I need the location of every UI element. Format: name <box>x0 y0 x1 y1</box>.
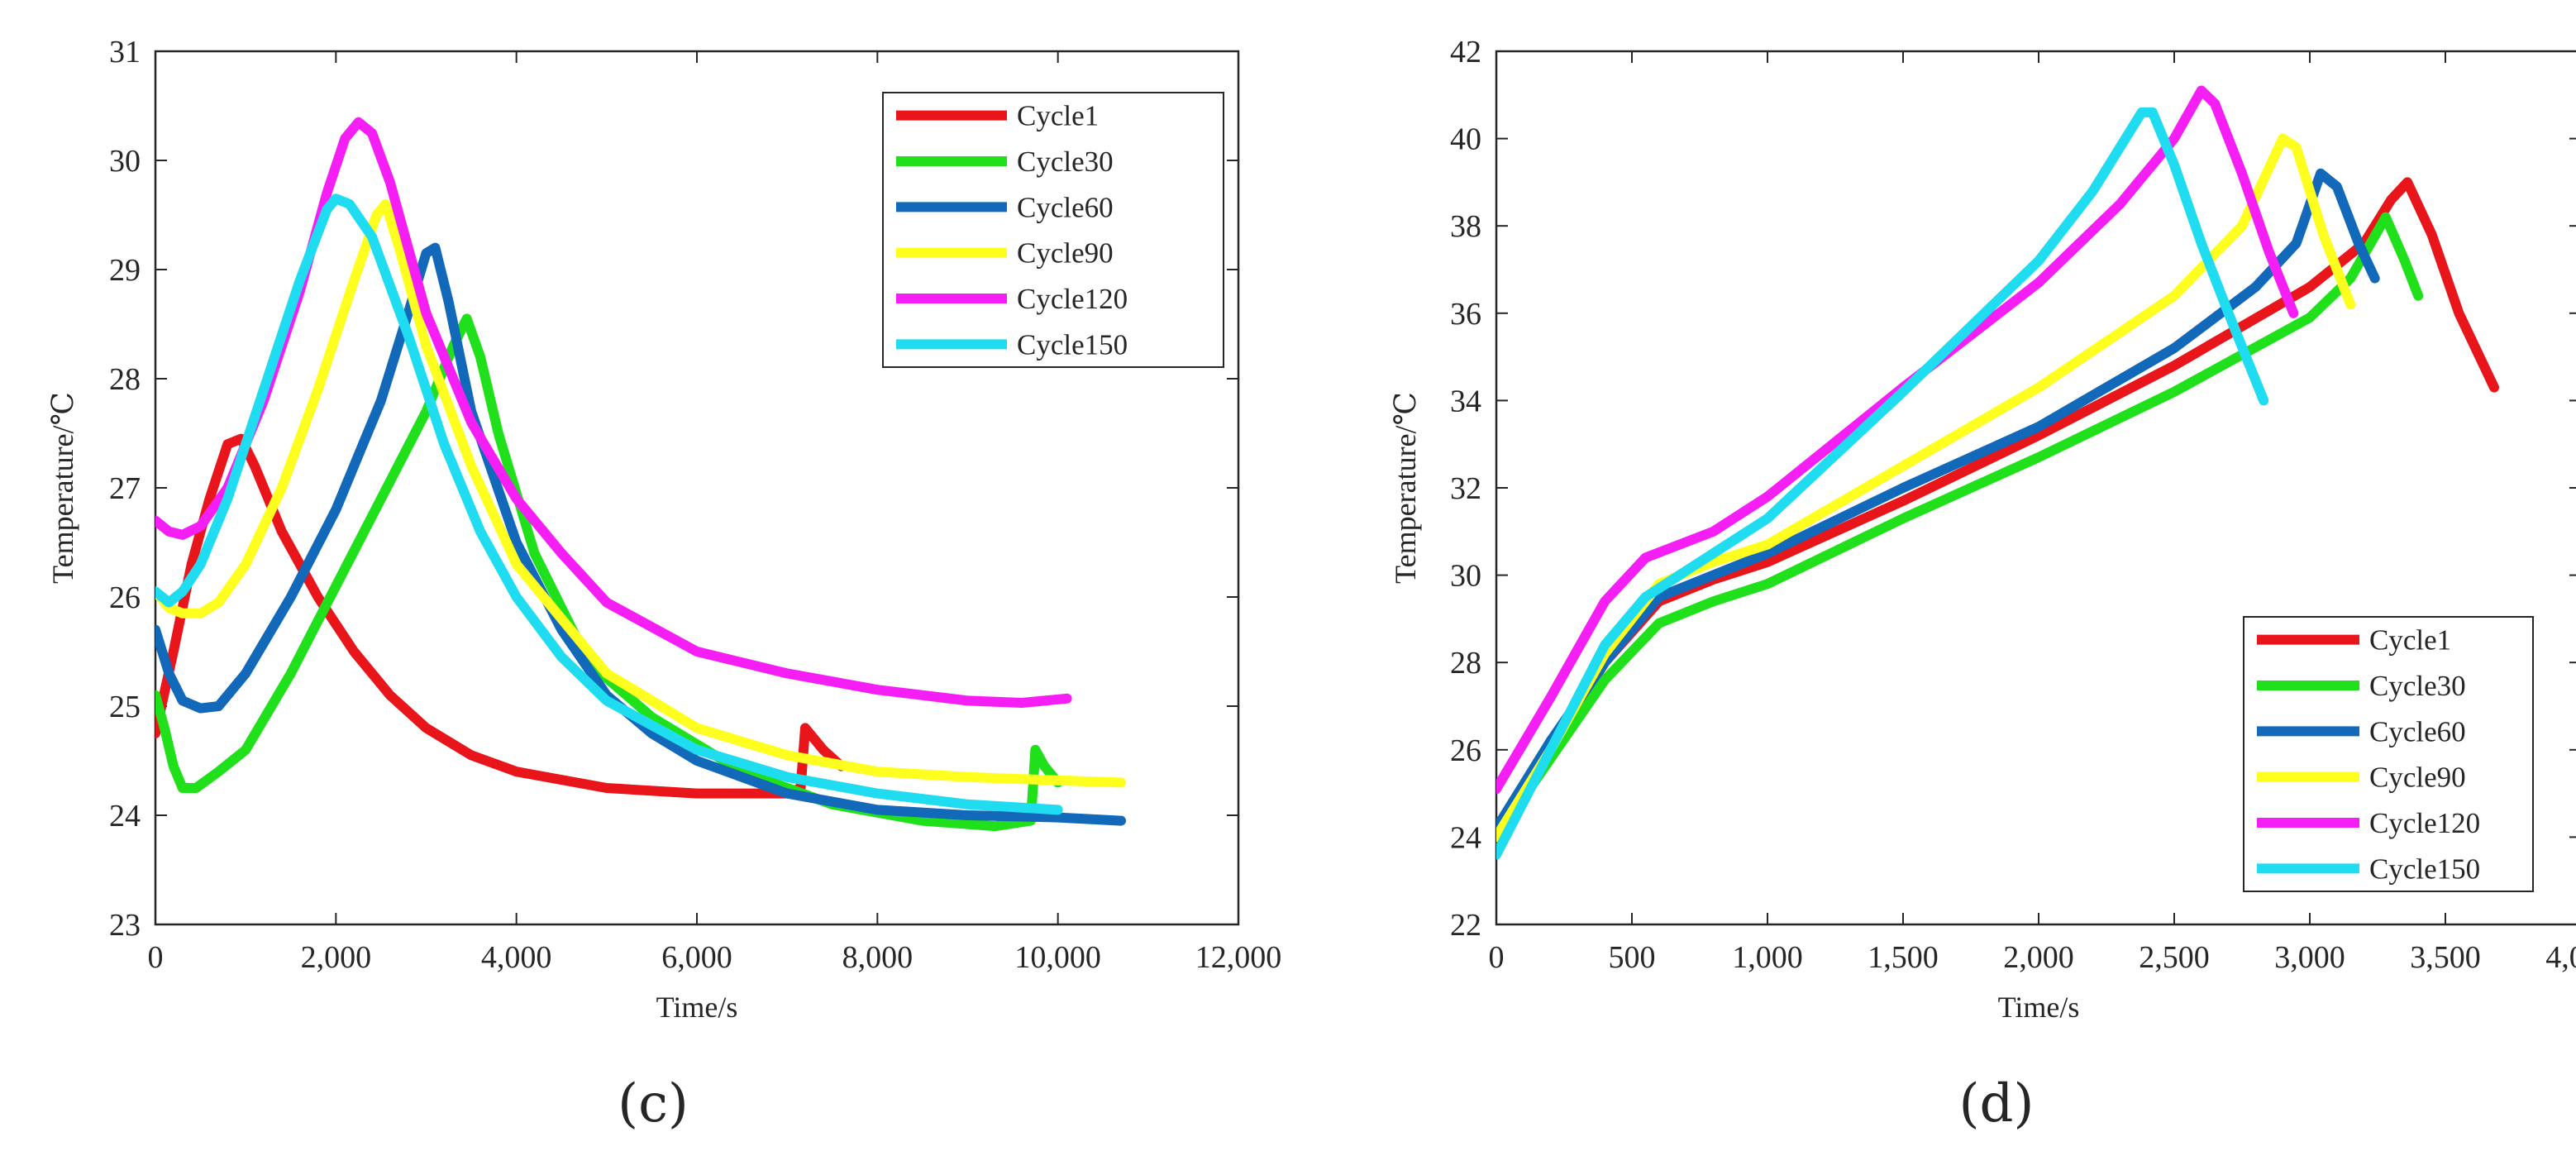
x-tick-label: 2,000 <box>2003 940 2074 975</box>
panel-label: (d) <box>1959 1073 2035 1134</box>
x-tick-label: 2,500 <box>2139 940 2210 975</box>
y-tick-label: 22 <box>1450 908 1481 943</box>
x-tick-label: 4,000 <box>481 940 552 975</box>
series-line-cycle150 <box>155 193 1063 815</box>
y-tick-label: 30 <box>1450 559 1481 594</box>
legend-label: Cycle60 <box>1017 191 1114 223</box>
y-tick-label: 38 <box>1450 209 1481 244</box>
y-tick-label: 28 <box>1450 646 1481 681</box>
x-tick-label: 4,000 <box>2545 940 2576 975</box>
series-line-cycle60 <box>155 242 1127 826</box>
legend-box <box>882 92 1224 368</box>
x-tick-label: 8,000 <box>842 940 914 975</box>
series-line-cycle60 <box>1496 168 2380 833</box>
series-line-cycle30 <box>155 313 1063 832</box>
x-axis-label: Time/s <box>1998 991 2080 1024</box>
x-axis-label: Time/s <box>656 991 738 1024</box>
series-line-cycle150 <box>1496 107 2269 860</box>
x-tick-label: 3,000 <box>2274 940 2345 975</box>
chart-panel-c: 0 2,000 4,000 6,000 8,000 10,000 12,000 23 24 25 2… <box>46 35 1281 1134</box>
x-tick-label: 0 <box>148 940 164 975</box>
y-tick-label: 28 <box>109 362 141 397</box>
panel-label: (c) <box>618 1073 689 1134</box>
y-axis-label: Temperature/℃ <box>46 392 79 584</box>
x-tick-label: 1,500 <box>1868 940 1939 975</box>
legend-label: Cycle30 <box>2369 670 2466 702</box>
y-tick-label: 40 <box>1450 122 1481 157</box>
x-tick-label: 12,000 <box>1195 940 1282 975</box>
y-tick-label: 26 <box>1450 733 1481 768</box>
x-tick-label: 2,000 <box>301 940 372 975</box>
y-tick-label: 24 <box>1450 820 1481 855</box>
legend-label: Cycle60 <box>2369 715 2466 747</box>
legend-label: Cycle1 <box>2369 624 2451 657</box>
series-line-cycle120 <box>155 117 1072 708</box>
legend-box <box>2243 616 2534 892</box>
legend-label: Cycle150 <box>1017 328 1128 361</box>
y-tick-label: 34 <box>1450 384 1481 418</box>
series-line-cycle90 <box>155 198 1127 788</box>
legend-label: Cycle90 <box>2369 762 2466 794</box>
legend-label: Cycle150 <box>2369 853 2480 885</box>
x-tick-label: 1,000 <box>1732 940 1803 975</box>
legend-label: Cycle90 <box>1017 237 1114 270</box>
y-tick-label: 36 <box>1450 297 1481 332</box>
x-tick-label: 0 <box>1489 940 1505 975</box>
series-line-cycle90 <box>1496 133 2356 843</box>
y-tick-label: 26 <box>109 580 141 615</box>
y-tick-label: 31 <box>109 35 141 69</box>
legend-label: Cycle120 <box>2369 807 2480 839</box>
y-tick-label: 30 <box>109 144 141 179</box>
x-tick-label: 500 <box>1609 940 1656 975</box>
y-tick-label: 42 <box>1450 35 1481 69</box>
y-tick-label: 25 <box>109 690 141 724</box>
series-line-cycle120 <box>1496 85 2299 795</box>
legend-label: Cycle1 <box>1017 100 1099 132</box>
y-tick-label: 24 <box>109 799 141 833</box>
series-line-cycle30 <box>1496 212 2424 843</box>
y-tick-label: 32 <box>1450 471 1481 506</box>
y-tick-label: 23 <box>109 908 141 943</box>
chart-panel-d: 0 500 1,000 1,500 2,000 2,500 3,000 3,500 4,000 2… <box>1389 35 2576 1134</box>
x-tick-label: 3,500 <box>2410 940 2481 975</box>
y-tick-label: 27 <box>109 471 141 506</box>
legend-label: Cycle120 <box>1017 283 1128 315</box>
x-tick-label: 10,000 <box>1014 940 1101 975</box>
legend-label: Cycle30 <box>1017 146 1114 178</box>
y-axis-label: Temperature/℃ <box>1389 392 1422 584</box>
y-tick-label: 29 <box>109 253 141 288</box>
x-tick-label: 6,000 <box>661 940 732 975</box>
